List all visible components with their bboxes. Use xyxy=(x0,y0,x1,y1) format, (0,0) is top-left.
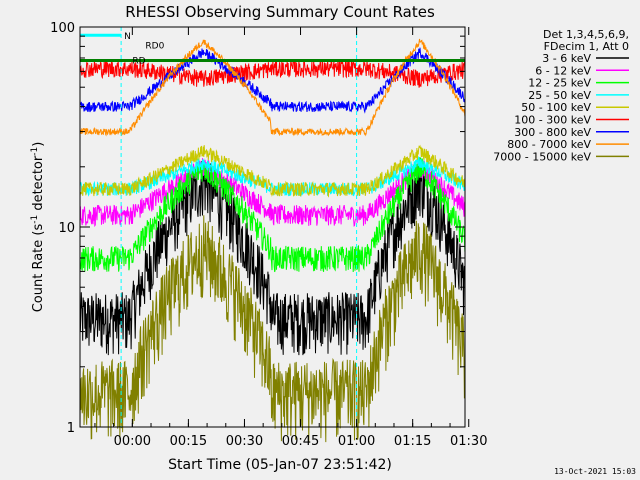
y-tick-label-2: 100 xyxy=(50,21,75,36)
series-line-0 xyxy=(79,161,466,356)
series-5 xyxy=(79,59,466,88)
series-line-6 xyxy=(79,47,466,114)
x-tick-label-0: 00:00 xyxy=(114,434,151,449)
annotation-label-rd: RD xyxy=(132,56,145,66)
y-axis-label: Count Rate (s-1 detector-1) xyxy=(30,142,46,313)
legend-label-1: 6 - 12 keV xyxy=(535,64,591,77)
series-line-8 xyxy=(79,215,466,443)
x-tick-label-2: 00:30 xyxy=(226,434,263,449)
x-tick-label-3: 00:45 xyxy=(282,434,319,449)
legend-label-6: 300 - 800 keV xyxy=(514,126,591,139)
x-tick-label-5: 01:15 xyxy=(394,434,431,449)
series-8 xyxy=(79,215,466,443)
legend-label-7: 800 - 7000 keV xyxy=(507,138,591,151)
legend-label-3: 25 - 50 keV xyxy=(528,89,591,102)
x-axis-label: Start Time (05-Jan-07 23:51:42) xyxy=(168,457,392,473)
y-tick-label-0: 1 xyxy=(67,421,75,436)
series-line-4 xyxy=(79,144,466,198)
series-7 xyxy=(79,38,466,137)
x-tick-label-1: 00:15 xyxy=(170,434,207,449)
legend-header-1: FDecim 1, Att 0 xyxy=(544,40,629,53)
x-tick-label-4: 01:00 xyxy=(338,434,375,449)
y-tick-label-1: 10 xyxy=(58,221,75,236)
x-tick-label-6: 01:30 xyxy=(450,434,487,449)
annotation-label-n: N xyxy=(124,32,131,42)
legend-header-0: Det 1,3,4,5,6,9, xyxy=(543,28,629,41)
legend-label-2: 12 - 25 keV xyxy=(528,77,591,90)
series-line-7 xyxy=(79,38,466,137)
series-0 xyxy=(79,161,466,356)
series-6 xyxy=(79,47,466,114)
annotation-label-rd0: RD0 xyxy=(145,42,164,52)
legend-label-4: 50 - 100 keV xyxy=(521,101,591,114)
legend-label-8: 7000 - 15000 keV xyxy=(493,150,591,163)
legend-label-5: 100 - 300 keV xyxy=(514,114,591,127)
series-line-5 xyxy=(79,59,466,88)
legend-label-0: 3 - 6 keV xyxy=(542,52,591,65)
generation-timestamp: 13-Oct-2021 15:03 xyxy=(554,467,636,476)
series-2 xyxy=(79,156,466,273)
series-line-2 xyxy=(79,156,466,273)
series-4 xyxy=(79,144,466,198)
chart-title: RHESSI Observing Summary Count Rates xyxy=(125,3,435,21)
